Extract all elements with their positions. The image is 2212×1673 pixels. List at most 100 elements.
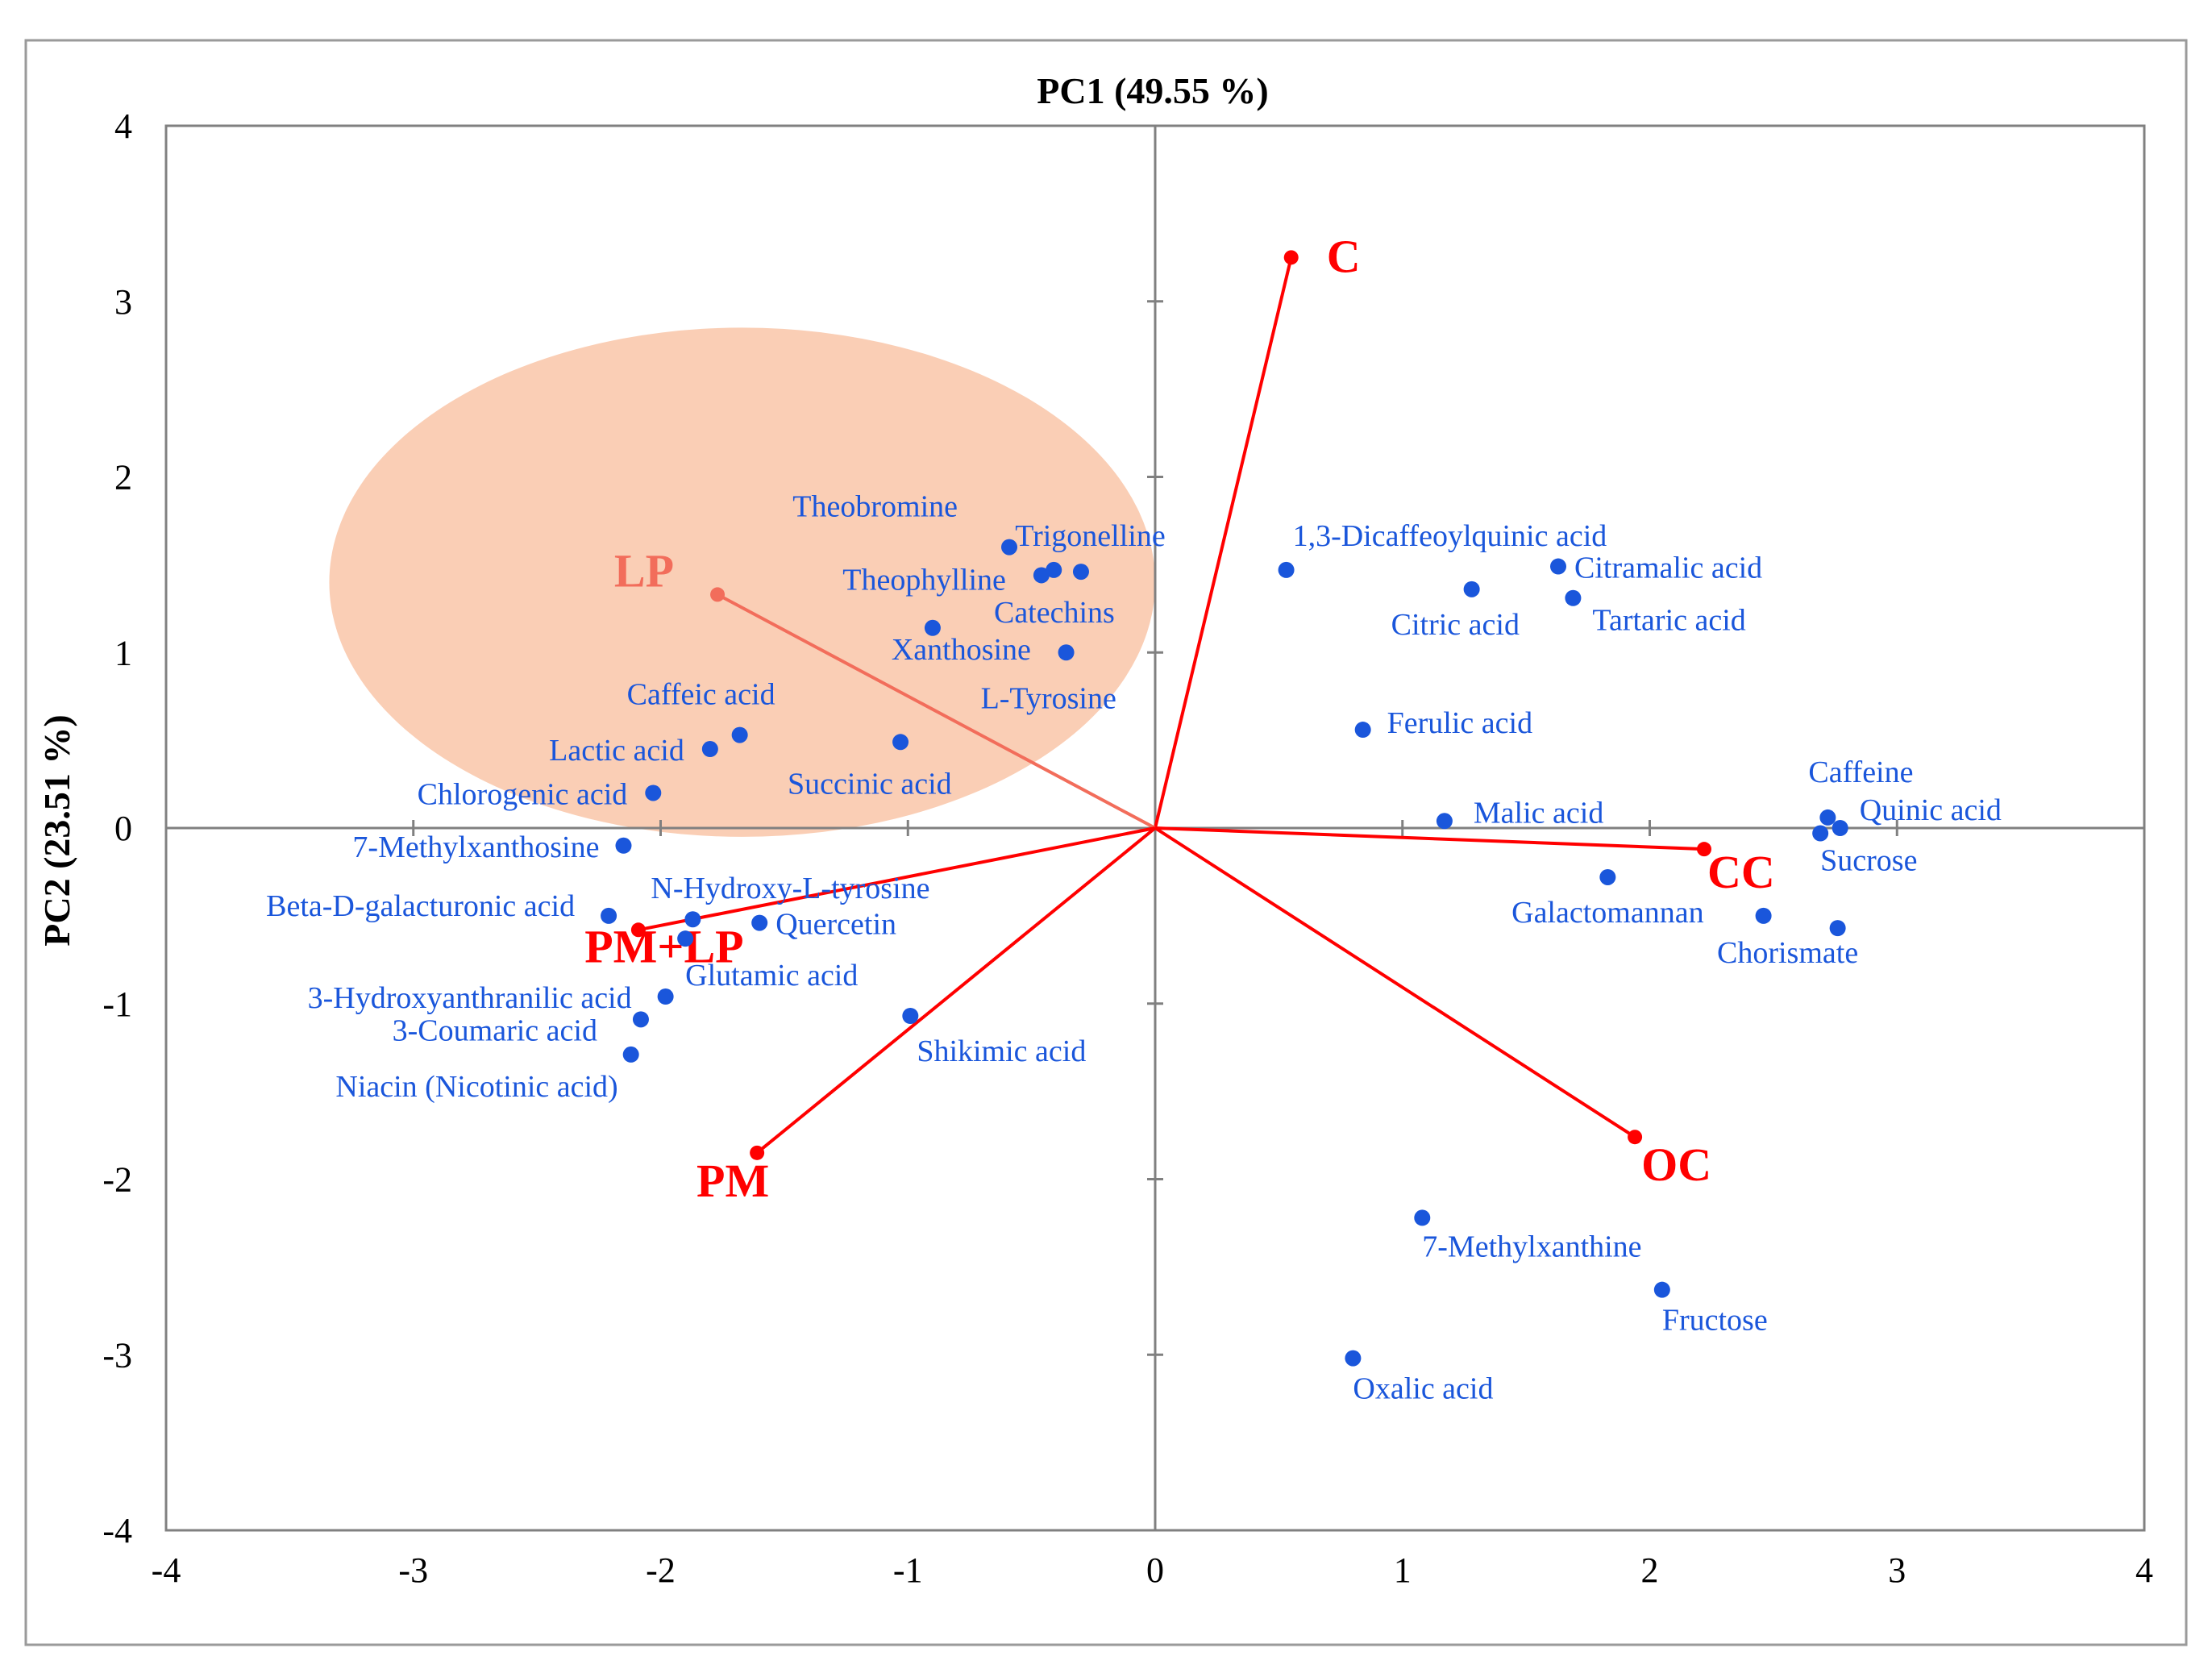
x-tick-label: 3 [1888,1550,1906,1590]
score-chlorogenic-acid-point [645,784,662,801]
score-niacin-nicotinic-acid-point [622,1046,639,1063]
score-theobromine-label: Theobromine [792,490,958,524]
score-beta-d-galacturonic-acid-label: Beta-D-galacturonic acid [266,889,575,923]
loading-c-label: C [1327,230,1361,282]
loading-vector-layer: C LP CC PM+LP PM OC [584,230,1775,1207]
loading-oc-vector [1154,826,1636,1138]
y-tick-label: -4 [102,1511,132,1550]
score-1-3-dicaffeoylquinic-acid-label: 1,3-Dicaffeoylquinic acid [1293,519,1607,553]
score-chorismate-label: Chorismate [1717,936,1858,970]
x-tick-label: 2 [1641,1550,1659,1590]
score-quinic-acid-point [1832,820,1848,836]
x-tick-label: -3 [398,1550,428,1590]
score-shikimic-acid-label: Shikimic acid [917,1034,1086,1068]
x-tick-label: -2 [646,1550,676,1590]
score-sucrose-label: Sucrose [1820,844,1917,878]
score-ferulic-acid-point [1354,722,1371,739]
score-shikimic-acid-point [902,1007,919,1024]
score-galactomannan-label: Galactomannan [1511,896,1703,930]
score-oxalic-acid-point [1345,1350,1362,1367]
loading-cc-label: CC [1707,846,1775,898]
y-tick-label: 2 [114,458,132,497]
score-fructose-point [1653,1281,1670,1298]
chart-title: PC1 (49.55 %) [1037,70,1268,111]
loading-lp-label: LP [614,544,674,597]
score-trigonelline-label: Trigonelline [1015,519,1166,553]
score-theophylline-label: Theophylline [842,563,1006,597]
score-quinic-acid-label: Quinic acid [1860,793,2002,827]
score-caffeic-acid-label: Caffeic acid [627,678,775,712]
score-theophylline-point [1033,567,1050,584]
score-catechins-label: Catechins [994,596,1115,630]
score-lactic-acid-point [701,741,718,758]
score-n-hydroxy-l-tyrosine-label: N-Hydroxy-L-tyrosine [651,872,929,905]
loading-pm-label: PM [696,1155,769,1207]
y-axis-label: PC2 (23.51 %) [36,714,77,946]
highlight-region-layer [329,327,1155,837]
score-7-methylxanthosine-point [615,837,632,854]
score-point-layer: Theobromine Trigonelline TheophyllineCatec… [266,490,2002,1406]
score-chlorogenic-acid-label: Chlorogenic acid [418,777,628,811]
score-l-tyrosine-point [1058,644,1075,661]
score-7-methylxanthine-point [1414,1209,1431,1226]
score-catechins-point [1072,564,1089,581]
score-caffeine-point [1819,809,1836,826]
y-tick-label: 1 [114,633,132,672]
score-citric-acid-label: Citric acid [1391,608,1520,642]
loading-pm-tip [750,1145,765,1160]
score-citramalic-acid-label: Citramalic acid [1574,551,1762,585]
x-tick-label: -1 [893,1550,923,1590]
score-beta-d-galacturonic-acid-point [601,907,617,924]
score-chorismate-point-2-point [1829,920,1846,937]
score-sucrose-point [1812,825,1829,842]
loading-pm-lp-tip [630,922,646,938]
score-oxalic-acid-label: Oxalic acid [1353,1372,1493,1406]
y-tick-label: 4 [114,106,132,146]
loading-c-tip [1283,250,1299,265]
loading-lp-tip [710,587,726,602]
y-tick-label: -1 [102,984,132,1024]
x-tick-label: 1 [1394,1550,1412,1590]
score-succinic-acid-label: Succinic acid [788,767,952,801]
score-citric-acid-point [1463,581,1480,597]
score-3-hydroxyanthranilic-acid-label: 3-Hydroxyanthranilic acid [308,981,632,1015]
score-tartaric-acid-point [1565,589,1582,606]
highlight-ellipse [329,327,1155,837]
score-3-hydroxyanthranilic-acid-point [657,988,674,1005]
score-1-3-dicaffeoylquinic-acid-point [1278,561,1295,578]
score-3-coumaric-acid-label: 3-Coumaric acid [393,1013,597,1047]
score-glutamic-acid-label: Glutamic acid [685,959,858,993]
loading-cc-tip [1696,842,1711,857]
figure-frame [24,39,2188,1646]
x-tick-label: 0 [1146,1550,1164,1590]
y-tick-label: -3 [102,1335,132,1375]
x-tick-label: -4 [152,1550,181,1590]
loading-cc-vector [1154,826,1705,851]
score-tartaric-acid-label: Tartaric acid [1592,604,1745,638]
score-n-hydroxy-l-tyrosine-point [684,911,701,928]
loading-pm-vector [755,826,1157,1155]
loading-pm-lp-vector [638,826,1156,932]
x-tick-label: 4 [2135,1550,2153,1590]
score-7-methylxanthine-label: 7-Methylxanthine [1422,1230,1641,1263]
score-xanthosine-point [924,619,941,636]
score-caffeic-acid-point [731,726,748,743]
loading-pm-lp-label: PM+LP [584,920,743,972]
loading-oc-tip [1628,1130,1643,1145]
score-malic-acid-label: Malic acid [1474,796,1603,830]
y-tick-label: -2 [102,1160,132,1200]
score-malic-acid-point [1436,813,1453,830]
score-xanthosine-label: Xanthosine [892,633,1031,667]
score-lactic-acid-label: Lactic acid [549,734,684,768]
score-glutamic-acid-point [677,930,694,947]
y-tick-label: 3 [114,282,132,322]
y-tick-label: 0 [114,809,132,848]
score-caffeine-label: Caffeine [1808,755,1913,789]
score-theobromine-point [1001,539,1018,556]
score-fructose-label: Fructose [1662,1304,1768,1338]
score-galactomannan-point [1599,868,1616,885]
score-7-methylxanthosine-label: 7-Methylxanthosine [352,830,599,864]
score-citramalic-acid-point [1550,558,1567,575]
loading-oc-label: OC [1641,1138,1711,1191]
